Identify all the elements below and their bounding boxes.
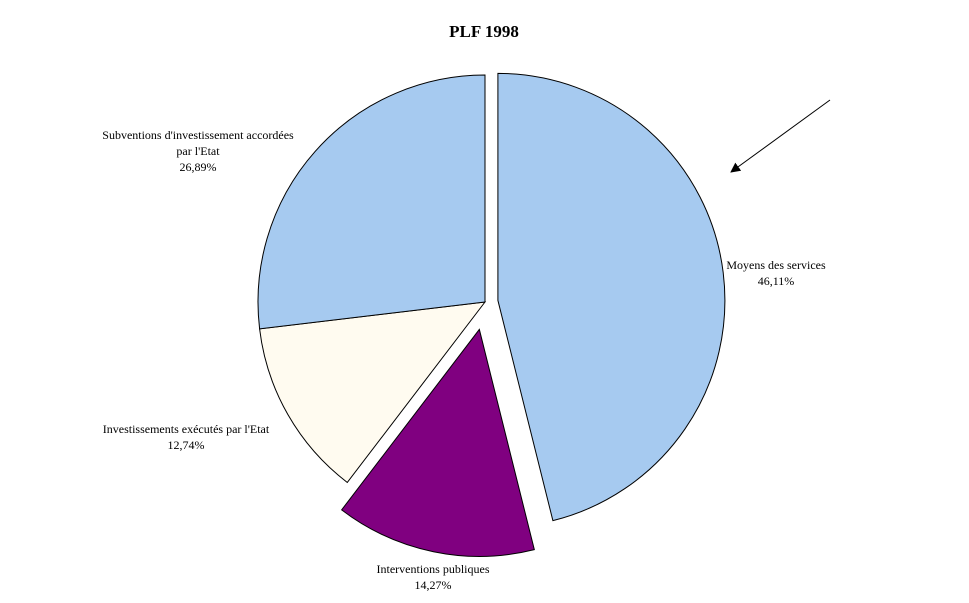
- pie-slice-1: [340, 328, 535, 557]
- pie-slice-0: [497, 72, 726, 522]
- slice-label-interventions: Interventions publiques 14,27%: [376, 562, 490, 592]
- annotation-arrow: [730, 99, 831, 173]
- slice-label-subventions: Subventions d'investissement accordées p…: [102, 128, 294, 174]
- chart-title: PLF 1998: [449, 22, 519, 41]
- pie-slice-3: [257, 74, 486, 330]
- slice-label-investissements: Investissements exécutés par l'Etat 12,74…: [102, 422, 270, 452]
- pie-slice-2: [259, 301, 487, 484]
- slice-label-moyens: Moyens des services 46,11%: [726, 258, 826, 288]
